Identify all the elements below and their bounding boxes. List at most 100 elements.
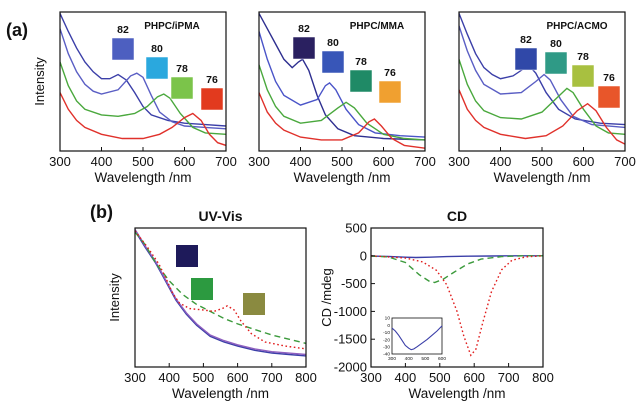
x-tick-label: 500 (331, 154, 353, 169)
panel-label-a: (a) (6, 20, 28, 40)
y-tick-label: -1000 (334, 304, 367, 319)
panel-label-b: (b) (90, 202, 113, 222)
chart-a1: 300 400 500 600 700 Wavelength /nm Intensity PH… (32, 12, 237, 185)
plot-frame (459, 12, 625, 151)
swatch-label: 78 (355, 56, 367, 68)
swatch-label: 82 (298, 23, 310, 35)
swatch-label: 82 (117, 24, 129, 36)
color-swatch (201, 88, 223, 110)
x-tick-label: 500 (132, 154, 154, 169)
color-swatch (146, 57, 168, 79)
color-swatch (572, 65, 594, 87)
x-tick-label: 400 (490, 154, 512, 169)
inset-chart: 300 400 500 600 100-10-20 -30-40 (383, 316, 446, 362)
x-tick-label: 700 (215, 154, 237, 169)
x-tick-label: 400 (290, 154, 312, 169)
inset-y-tick-label: 10 (385, 316, 391, 322)
inset-x-tick-label: 600 (438, 356, 446, 362)
x-tick-label: 700 (261, 370, 283, 385)
x-tick-label: 800 (532, 370, 554, 385)
x-axis-label: Wavelength /nm (493, 170, 590, 185)
swatch-label: 80 (550, 38, 562, 50)
color-swatch (293, 37, 315, 59)
y-tick-label: 0 (360, 248, 367, 263)
inset-y-tick-label: -20 (383, 337, 390, 343)
inset-y-tick-label: 0 (387, 323, 390, 329)
y-axis-label: Intensity (32, 57, 47, 106)
x-tick-label: 700 (414, 154, 436, 169)
y-tick-label: 500 (345, 221, 367, 236)
plot-frame (60, 12, 226, 151)
color-swatch (191, 278, 213, 300)
y-tick-label: -2000 (334, 360, 367, 375)
inset-x-tick-label: 500 (421, 356, 429, 362)
x-tick-label: 600 (227, 370, 249, 385)
x-tick-label: 400 (91, 154, 113, 169)
color-swatch (545, 52, 567, 74)
swatch-label: 76 (384, 67, 396, 79)
series-line-2 (371, 256, 543, 283)
series-line-1 (259, 13, 425, 139)
color-swatch (322, 51, 344, 73)
x-tick-label: 300 (248, 154, 270, 169)
inset-y-tick-label: -40 (383, 352, 390, 358)
swatch-label: 78 (577, 51, 589, 63)
swatch-label: 82 (520, 34, 532, 46)
color-swatch (515, 48, 537, 70)
x-axis-label: Wavelength /nm (408, 386, 505, 401)
x-tick-label: 700 (498, 370, 520, 385)
inset-y-tick-label: -30 (383, 345, 390, 351)
swatch-label: 76 (603, 72, 615, 84)
swatch-label: 80 (151, 43, 163, 55)
chart-title: UV-Vis (198, 208, 242, 224)
inset-y-tick-label: -10 (383, 330, 390, 336)
y-tick-label: -500 (341, 276, 367, 291)
chart-b2: 300 400 500 600 700 800Wavelength /nmCD /mdeg… (319, 208, 554, 401)
x-axis-label: Wavelength /nm (293, 170, 390, 185)
x-tick-label: 400 (158, 370, 180, 385)
x-tick-label: 600 (463, 370, 485, 385)
chart-title: PHPC/iPMA (144, 21, 200, 32)
color-swatch (598, 86, 620, 108)
color-swatch (112, 38, 134, 60)
x-tick-label: 400 (395, 370, 417, 385)
y-axis-label: CD /mdeg (319, 268, 334, 327)
chart-title: CD (447, 208, 467, 224)
color-swatch (350, 70, 372, 92)
y-axis-label: Intensity (107, 273, 122, 322)
x-tick-label: 500 (193, 370, 215, 385)
chart-a2: 300 400 500 600 700 Wavelength /nm PHPC/MMA 82 8… (248, 12, 436, 185)
x-tick-label: 800 (295, 370, 317, 385)
swatch-label: 76 (206, 74, 218, 86)
y-tick-label: -1500 (334, 332, 367, 347)
x-tick-label: 600 (373, 154, 395, 169)
x-tick-label: 500 (429, 370, 451, 385)
x-tick-label: 500 (531, 154, 553, 169)
series-line-3 (135, 232, 306, 343)
x-tick-label: 600 (573, 154, 595, 169)
color-swatch (176, 245, 198, 267)
color-swatch (379, 81, 401, 103)
chart-title: PHPC/MMA (350, 21, 404, 32)
chart-a3: 300 400 500 600 700 Wavelength /nm PHPC/ACMO 82… (448, 12, 636, 185)
swatch-label: 78 (176, 63, 188, 75)
x-axis-label: Wavelength /nm (94, 170, 191, 185)
x-tick-label: 300 (124, 370, 146, 385)
color-swatch (171, 77, 193, 99)
x-axis-label: Wavelength /nm (172, 386, 269, 401)
chart-title: PHPC/ACMO (546, 21, 607, 32)
series-line-4 (135, 231, 306, 349)
swatch-label: 80 (327, 37, 339, 49)
x-tick-label: 600 (174, 154, 196, 169)
chart-b1: 300 400 500 600 700 800 Wavelength /nm Intensit… (107, 208, 317, 401)
series-line-2 (135, 229, 306, 354)
color-swatch (243, 293, 265, 315)
plot-frame (135, 228, 306, 367)
inset-x-tick-label: 400 (405, 356, 413, 362)
x-tick-label: 300 (448, 154, 470, 169)
x-tick-label: 700 (614, 154, 636, 169)
series-line-2 (60, 29, 226, 129)
x-tick-label: 300 (49, 154, 71, 169)
